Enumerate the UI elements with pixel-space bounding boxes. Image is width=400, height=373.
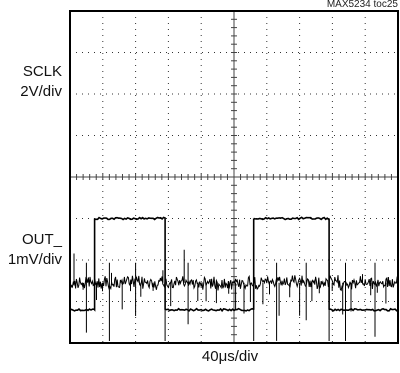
figure-id: MAX5234 toc25 (326, 0, 398, 10)
out-channel-scale: 1mV/div (7, 251, 62, 268)
sclk-trace (69, 216, 399, 313)
sclk-channel-scale: 2V/div (20, 83, 62, 100)
out-channel-name: OUT_ (21, 231, 62, 248)
out-trace (69, 249, 398, 341)
x-axis-scale: 40μs/div (201, 348, 259, 365)
plot-frame (69, 10, 399, 344)
sclk-channel-name: SCLK (22, 63, 62, 80)
grid (69, 10, 399, 344)
